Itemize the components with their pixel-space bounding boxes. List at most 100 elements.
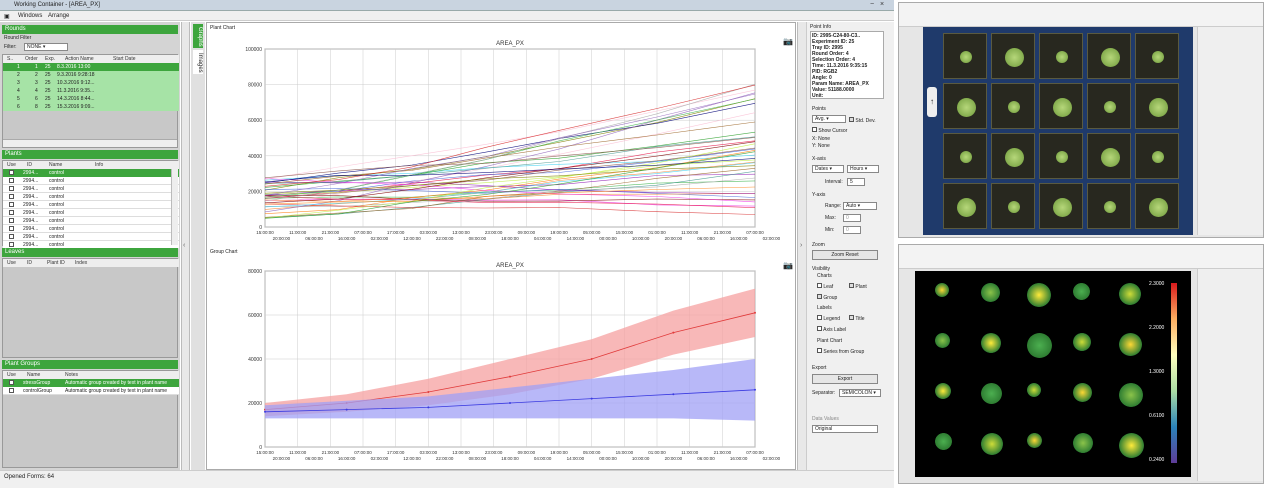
plant-checkbox[interactable] [9,194,14,199]
group-checkbox[interactable]: Group [817,293,837,301]
title-checkbox[interactable]: Title [849,314,865,322]
heatmap-plant [1027,283,1051,307]
heatmap-plant [1073,333,1091,351]
rounds-scrollbar[interactable] [3,139,177,147]
x-tick-label: 04:00:00 [534,236,552,241]
y-tick-label: 60000 [248,118,262,124]
plant-row[interactable]: 2994... control [3,201,179,209]
plant-row[interactable]: 2994... control [3,177,179,185]
plant-pot [1087,133,1131,179]
series-line [264,203,756,215]
show-cursor-checkbox[interactable]: Show Cursor [812,126,847,134]
heatmap-plant [1027,333,1052,358]
plant-row[interactable]: 2994... control [3,217,179,225]
plant-checkbox[interactable] [9,202,14,207]
export-button[interactable]: Export [812,374,878,384]
axis-label-checkbox[interactable]: Axis Label [817,325,846,333]
plant-checkbox[interactable] [9,234,14,239]
plant-row[interactable]: 2994... control [3,185,179,193]
rounds-header: Rounds [2,25,178,34]
group-checkbox[interactable] [9,388,14,393]
tab-images[interactable]: Images [193,50,203,74]
round-row-1[interactable]: 1 1 25 8.3.2016 13:00 [3,63,179,71]
separator-select[interactable]: SEMICOLON ▾ [839,389,881,397]
tab-graphs[interactable]: Graphs [193,24,203,48]
plant-checkbox[interactable] [9,170,14,175]
x-tick-label: 23:00:00 [485,450,503,455]
cursor-y: Y: None [812,143,830,149]
plant-checkbox[interactable]: Plant [849,282,867,290]
min-label: Min: [825,227,835,233]
colorbar-label: 0.2400 [1149,457,1165,463]
plant-chart[interactable]: AREA_PX 0 20000 40000 60000 80000 100000 15:00:… [207,31,795,247]
group-chart[interactable]: AREA_PX02000040000600008000015:00:0020:0… [207,255,795,469]
group-row-control[interactable]: controlGroup Automatic group created by t… [3,387,179,395]
round-row-4[interactable]: 4 4 25 11.3.2016 9:35... [3,87,179,95]
plant-row[interactable]: 2994... control [3,233,179,241]
legend-checkbox[interactable]: Legend [817,314,840,322]
group-checkbox[interactable] [9,380,14,385]
visibility-title: Visibility [812,266,830,272]
leaf-checkbox[interactable]: Leaf [817,282,833,290]
min-input[interactable]: 0 [843,226,861,234]
x-tick-label: 18:00:00 [501,236,519,241]
plant-checkbox[interactable] [9,242,14,247]
series-line [264,131,756,188]
std-dev-checkbox[interactable]: Std. Dev. [849,116,876,124]
series-line [264,193,756,202]
x-tick-label: 16:00:00 [730,236,748,241]
plant-row[interactable]: 2994... control [3,169,179,177]
round-row-5[interactable]: 5 6 25 14.3.2016 8:44... [3,95,179,103]
heatmap-plant [981,283,1000,302]
menu-arrange[interactable]: Arrange [48,13,70,19]
round-row-6[interactable]: 6 8 25 15.3.2016 9:09... [3,103,179,111]
charts-title: Charts [817,273,832,279]
zoom-reset-button[interactable]: Zoom Reset [812,250,878,260]
plant-checkbox[interactable] [9,186,14,191]
menu-windows[interactable]: Windows [18,13,43,19]
camera-icon[interactable]: 📷 [783,37,793,46]
interval-stepper[interactable]: 5 [847,178,865,186]
status-text: Opened Forms: 64 [4,474,55,480]
plant-checkbox[interactable] [9,218,14,223]
close-icon[interactable]: × [880,1,885,8]
series-from-group-checkbox[interactable]: Series from Group [817,347,864,355]
heatmap-image[interactable]: 2.3000 2.2000 1.3000 0.6100 0.2400 [915,271,1191,477]
pane-splitter[interactable]: ‹ [181,22,190,470]
xaxis-unit-select[interactable]: Dates ▾ [812,165,844,173]
range-select[interactable]: Auto ▾ [843,202,877,210]
series-line [264,180,756,199]
chevron-left-icon[interactable]: ‹ [183,242,186,249]
points-mode-select[interactable]: Avg. ▾ [812,115,846,123]
minimize-icon[interactable]: − [870,1,875,8]
x-tick-label: 21:00:00 [714,230,732,235]
plant-row[interactable]: 2994... control [3,193,179,201]
round-row-3[interactable]: 3 3 25 10.3.2016 9:12... [3,79,179,87]
right-splitter[interactable]: › [797,22,806,470]
group-row-stress[interactable]: stressGroup Automatic group created by te… [3,379,179,387]
data-point [672,331,675,334]
plant-checkbox[interactable] [9,210,14,215]
max-input[interactable]: 0 [843,214,861,222]
plant-pot [1039,133,1083,179]
plant-rosette [1152,51,1164,63]
plant-row[interactable]: 2994... control [3,225,179,233]
plant-rosette [956,197,976,217]
plant-checkbox[interactable] [9,178,14,183]
x-tick-label: 15:00:00 [256,230,274,235]
round-row-2[interactable]: 2 2 25 9.3.2016 9:28:18 [3,71,179,79]
plant-pot [1135,183,1179,229]
plant-checkbox[interactable] [9,226,14,231]
filter-select[interactable]: NONE ▾ [24,43,68,51]
rgb-tray-image[interactable]: ↑ [923,27,1193,235]
chevron-right-icon[interactable]: › [800,242,803,249]
plants-scrollbar[interactable] [171,169,178,245]
plant-row[interactable]: 2994... control [3,209,179,217]
xaxis-step-select[interactable]: Hours ▾ [847,165,879,173]
colorbar-label: 2.3000 [1149,281,1165,287]
x-tick-label: 14:00:00 [567,456,585,461]
data-values-select[interactable]: Original [812,425,878,433]
camera-icon[interactable]: 📷 [783,261,793,270]
plant-rosette [1104,101,1116,113]
x-tick-label: 05:00:00 [583,450,601,455]
